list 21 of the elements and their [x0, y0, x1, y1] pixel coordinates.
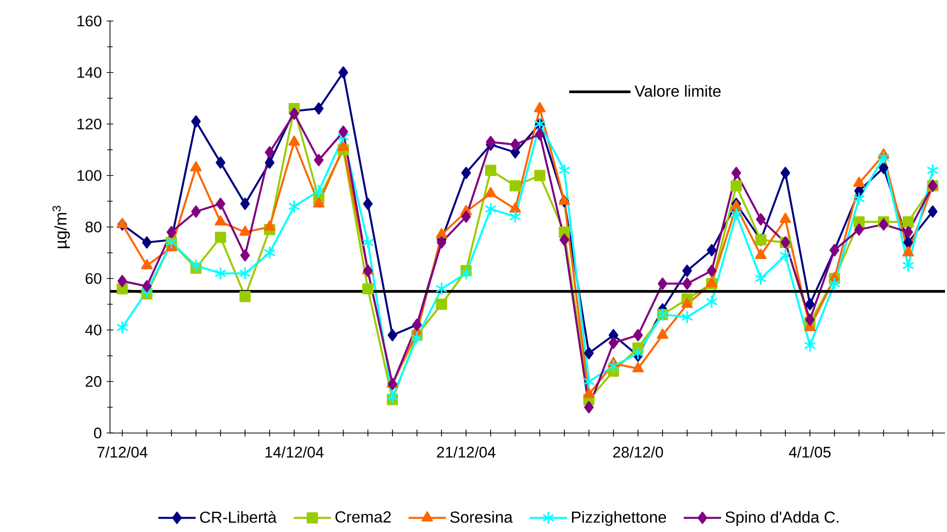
y-tick-label: 0 — [94, 428, 102, 438]
y-tick-label: 20 — [86, 376, 102, 387]
x-tick-label: 4/1/05 — [788, 446, 831, 458]
y-tick-label: 100 — [78, 170, 102, 181]
x-tick-label: 7/12/04 — [98, 446, 148, 458]
y-tick-label: 160 — [78, 16, 102, 26]
y-tick-label: 40 — [85, 324, 102, 336]
legend-label: Soresina — [450, 511, 513, 523]
x-tick-label: 14/12/04 — [266, 446, 324, 458]
y-tick-label: 120 — [78, 118, 102, 130]
legend-label: CR-Libertà — [200, 510, 277, 523]
y-axis-title: µg/m$^{3}$ — [52, 206, 70, 248]
y-tick-label: 80 — [86, 222, 102, 232]
y-tick-label: 60 — [86, 273, 102, 284]
legend-label: Crema2 — [335, 511, 391, 523]
legend-label: Valore limite — [634, 85, 721, 97]
x-tick-label: 28/12/0 — [613, 446, 663, 458]
y-tick-label: 140 — [78, 67, 102, 78]
x-tick-label: 21/12/04 — [437, 446, 496, 458]
legend-label: Spino d'Adda C. — [726, 511, 838, 526]
legend-label: Pizzighettone — [572, 511, 666, 526]
